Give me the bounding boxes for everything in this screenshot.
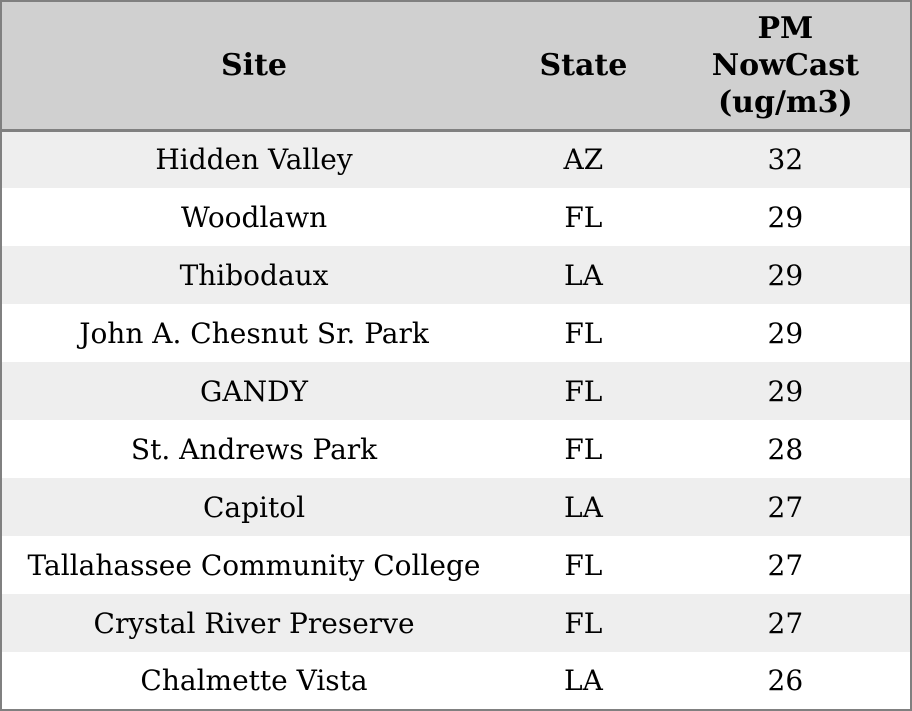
site-cell: John A. Chesnut Sr. Park: [79, 316, 429, 350]
site-cell: Hidden Valley: [155, 143, 353, 177]
table-row: Woodlawn FL 29: [1, 188, 911, 246]
table-row: John A. Chesnut Sr. Park FL 29: [1, 304, 911, 362]
site-cell: Tallahassee Community College: [27, 548, 481, 582]
pm-nowcast-cell: 27: [767, 606, 804, 640]
table-row: Crystal River Preserve FL 27: [1, 594, 911, 652]
table-row: Chalmette Vista LA 26: [1, 652, 911, 710]
state-cell: FL: [564, 374, 603, 408]
table-row: Capitol LA 27: [1, 478, 911, 536]
state-cell: LA: [563, 664, 603, 697]
state-cell: FL: [564, 606, 603, 640]
state-cell: LA: [563, 490, 603, 524]
site-cell: Chalmette Vista: [140, 664, 368, 697]
pm-nowcast-cell: 29: [767, 374, 804, 408]
site-cell: GANDY: [200, 374, 309, 408]
table-row: St. Andrews Park FL 28: [1, 420, 911, 478]
table-body: Hidden Valley AZ 32 Woodlawn FL 29 Thibodaux LA…: [1, 130, 911, 710]
column-header-line: Site: [221, 47, 288, 83]
table-row: GANDY FL 29: [1, 362, 911, 420]
table-row: Thibodaux LA 29: [1, 246, 911, 304]
pm-nowcast-cell: 32: [767, 143, 804, 177]
state-cell: AZ: [563, 143, 604, 177]
state-cell: FL: [564, 548, 603, 582]
site-cell: Crystal River Preserve: [93, 606, 415, 640]
column-header-pm: PM NowCast (ug/m3): [660, 1, 911, 132]
pm-nowcast-cell: 26: [767, 664, 804, 697]
pm-nowcast-cell: 29: [767, 258, 804, 292]
pm-nowcast-cell: 29: [767, 316, 804, 350]
site-cell: Thibodaux: [179, 258, 329, 292]
pm-nowcast-cell: 28: [767, 432, 804, 466]
table-row: Hidden Valley AZ 32: [1, 130, 911, 188]
column-header-line: (ug/m3): [717, 84, 853, 120]
state-cell: FL: [564, 316, 603, 350]
column-header-site: Site: [1, 1, 507, 132]
state-cell: LA: [563, 258, 603, 292]
column-header-line: NowCast: [711, 47, 860, 83]
state-cell: FL: [564, 432, 603, 466]
column-header-line: State: [539, 47, 628, 83]
site-cell: Woodlawn: [180, 200, 328, 234]
table-header: Site State PM NowCast (ug/m3): [1, 1, 911, 132]
column-header-line: PM: [757, 10, 814, 46]
state-cell: FL: [564, 200, 603, 234]
table-row: Tallahassee Community College FL 27: [1, 536, 911, 594]
pm-nowcast-cell: 27: [767, 548, 804, 582]
site-cell: Capitol: [202, 490, 306, 524]
pm-nowcast-cell: 27: [767, 490, 804, 524]
column-header-state: State: [506, 1, 661, 132]
header-row: Site State PM NowCast (ug/m3): [1, 1, 911, 132]
site-cell: St. Andrews Park: [130, 432, 378, 466]
pm-nowcast-cell: 29: [767, 200, 804, 234]
